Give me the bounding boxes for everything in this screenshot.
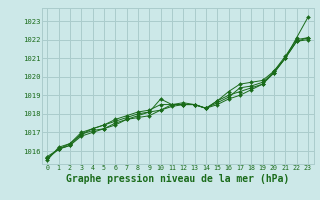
X-axis label: Graphe pression niveau de la mer (hPa): Graphe pression niveau de la mer (hPa) [66, 174, 289, 184]
